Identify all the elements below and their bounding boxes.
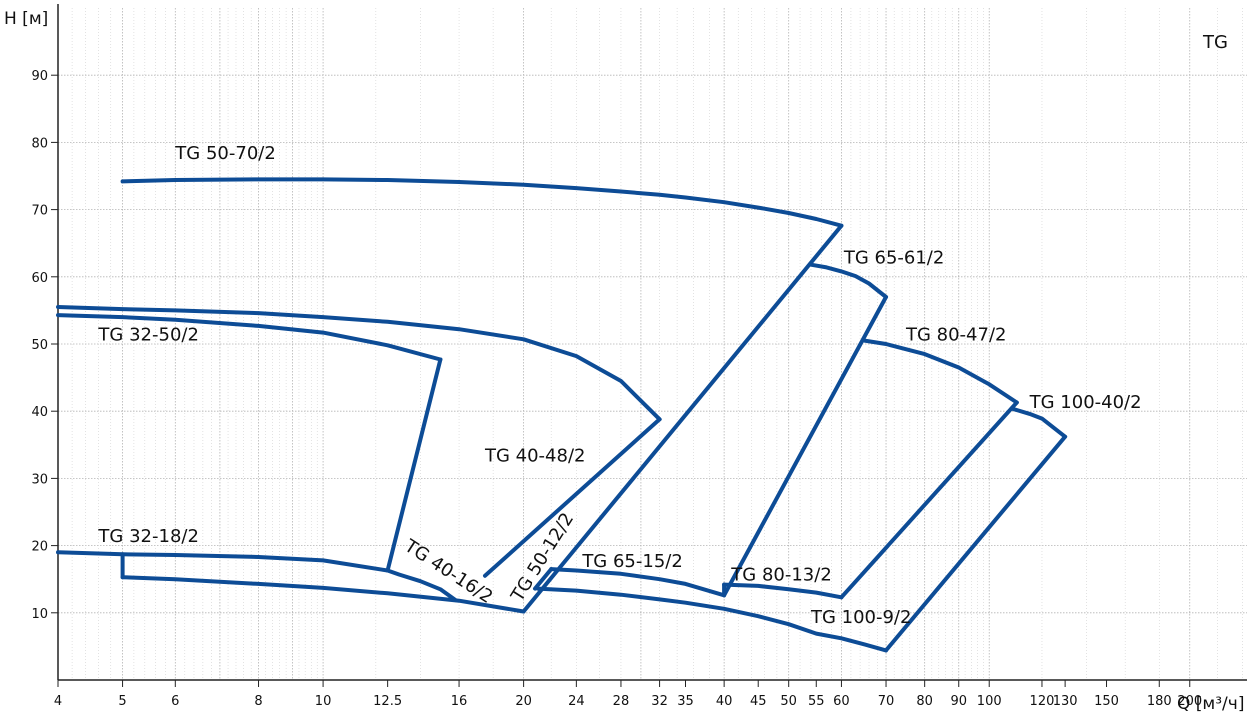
y-tick-label: 90 bbox=[31, 69, 48, 84]
x-tick-label: 6 bbox=[171, 694, 179, 709]
tg-40-48-2-curve bbox=[56, 305, 662, 422]
curve-label: TG 100-9/2 bbox=[810, 607, 912, 628]
x-tick-label: 28 bbox=[613, 694, 630, 709]
curve-label: TG 100-40/2 bbox=[1029, 392, 1142, 413]
curve-label: TG 80-47/2 bbox=[905, 325, 1007, 346]
x-tick-label: 50 bbox=[780, 694, 797, 709]
y-tick-label: 60 bbox=[31, 271, 48, 286]
x-tick-label: 150 bbox=[1094, 694, 1119, 709]
tg-50-12-2-curve bbox=[120, 575, 526, 614]
y-tick-label: 20 bbox=[31, 540, 48, 555]
x-tick-label: 60 bbox=[833, 694, 850, 709]
x-tick-label: 180 bbox=[1147, 694, 1172, 709]
tg-32-18-2-curve bbox=[56, 550, 390, 573]
x-tick-label: 24 bbox=[568, 694, 585, 709]
range-boundary-line bbox=[884, 434, 1068, 653]
curve-label: TG 32-50/2 bbox=[97, 325, 199, 346]
x-tick-label: 130 bbox=[1053, 694, 1078, 709]
x-tick-label: 20 bbox=[515, 694, 532, 709]
x-tick-label: 10 bbox=[315, 694, 332, 709]
tg-80-13-2-curve bbox=[722, 582, 844, 600]
tg-100-40-2-curve bbox=[1009, 406, 1068, 439]
range-boundary-line bbox=[483, 417, 662, 578]
x-tick-label: 120 bbox=[1030, 694, 1055, 709]
y-tick-label: 40 bbox=[31, 405, 48, 420]
x-tick-label: 200 bbox=[1177, 694, 1202, 709]
y-axis-title: H [м] bbox=[4, 9, 48, 29]
x-tick-label: 80 bbox=[916, 694, 933, 709]
grid bbox=[58, 8, 1247, 680]
range-boundary-line bbox=[533, 567, 554, 591]
curve-label: TG 80-13/2 bbox=[730, 565, 832, 586]
x-tick-label: 16 bbox=[451, 694, 468, 709]
curve-label: TG 65-15/2 bbox=[581, 551, 683, 572]
x-tick-label: 70 bbox=[878, 694, 895, 709]
tg-65-15-2-curve bbox=[549, 567, 727, 598]
range-boundary-line bbox=[839, 400, 1019, 600]
tg-80-47-2-curve bbox=[862, 338, 1019, 405]
x-tick-label: 45 bbox=[750, 694, 767, 709]
curves bbox=[56, 177, 1068, 653]
x-axis-title: Q [м³/ч] bbox=[1177, 694, 1244, 714]
range-boundary-line bbox=[521, 223, 844, 614]
curve-label: TG 65-61/2 bbox=[843, 247, 945, 268]
y-tick-label: 70 bbox=[31, 204, 48, 219]
x-tick-label: 35 bbox=[677, 694, 694, 709]
x-tick-label: 5 bbox=[118, 694, 126, 709]
x-tick-label: 8 bbox=[254, 694, 262, 709]
x-tick-label: 32 bbox=[651, 694, 668, 709]
x-tick-label: 40 bbox=[716, 694, 733, 709]
y-tick-label: 50 bbox=[31, 338, 48, 353]
tg-50-70-2-curve bbox=[120, 177, 844, 228]
tg-65-61-2-curve bbox=[809, 262, 888, 299]
curve-label: TG 40-48/2 bbox=[484, 446, 585, 467]
y-tick-label: 80 bbox=[31, 136, 48, 151]
x-tick-label: 90 bbox=[950, 694, 967, 709]
x-tick-label: 12.5 bbox=[373, 694, 402, 709]
curve-label: TG 32-18/2 bbox=[97, 526, 199, 547]
tg-40-16-2-curve bbox=[385, 568, 458, 602]
x-tick-label: 55 bbox=[808, 694, 825, 709]
tg-32-50-2-curve bbox=[56, 313, 443, 362]
curve-label: TG 50-70/2 bbox=[174, 143, 276, 164]
x-tick-label: 100 bbox=[977, 694, 1002, 709]
y-tick-label: 30 bbox=[31, 472, 48, 487]
range-boundary-line bbox=[722, 295, 888, 598]
tg-100-9-2-curve bbox=[535, 586, 888, 653]
range-boundary-line bbox=[385, 357, 443, 573]
corner-label: TG bbox=[1202, 32, 1228, 53]
y-tick-label: 10 bbox=[31, 607, 48, 622]
x-tick-label: 4 bbox=[54, 694, 62, 709]
